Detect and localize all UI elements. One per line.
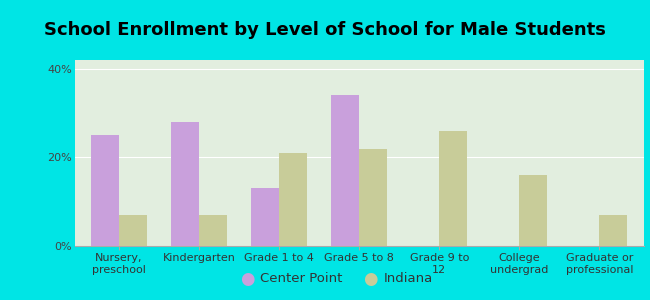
Text: ●: ●: [363, 270, 378, 288]
Bar: [519, 175, 547, 246]
Bar: [599, 215, 627, 246]
Text: Center Point: Center Point: [260, 272, 343, 286]
Bar: [171, 122, 199, 246]
Bar: [331, 95, 359, 246]
Bar: [91, 135, 119, 246]
Bar: [199, 215, 227, 246]
Bar: [439, 131, 467, 246]
Bar: [119, 215, 147, 246]
Text: ●: ●: [240, 270, 254, 288]
Bar: [359, 148, 387, 246]
Bar: [251, 188, 279, 246]
Bar: [279, 153, 307, 246]
Text: School Enrollment by Level of School for Male Students: School Enrollment by Level of School for…: [44, 21, 606, 39]
Text: Indiana: Indiana: [384, 272, 433, 286]
